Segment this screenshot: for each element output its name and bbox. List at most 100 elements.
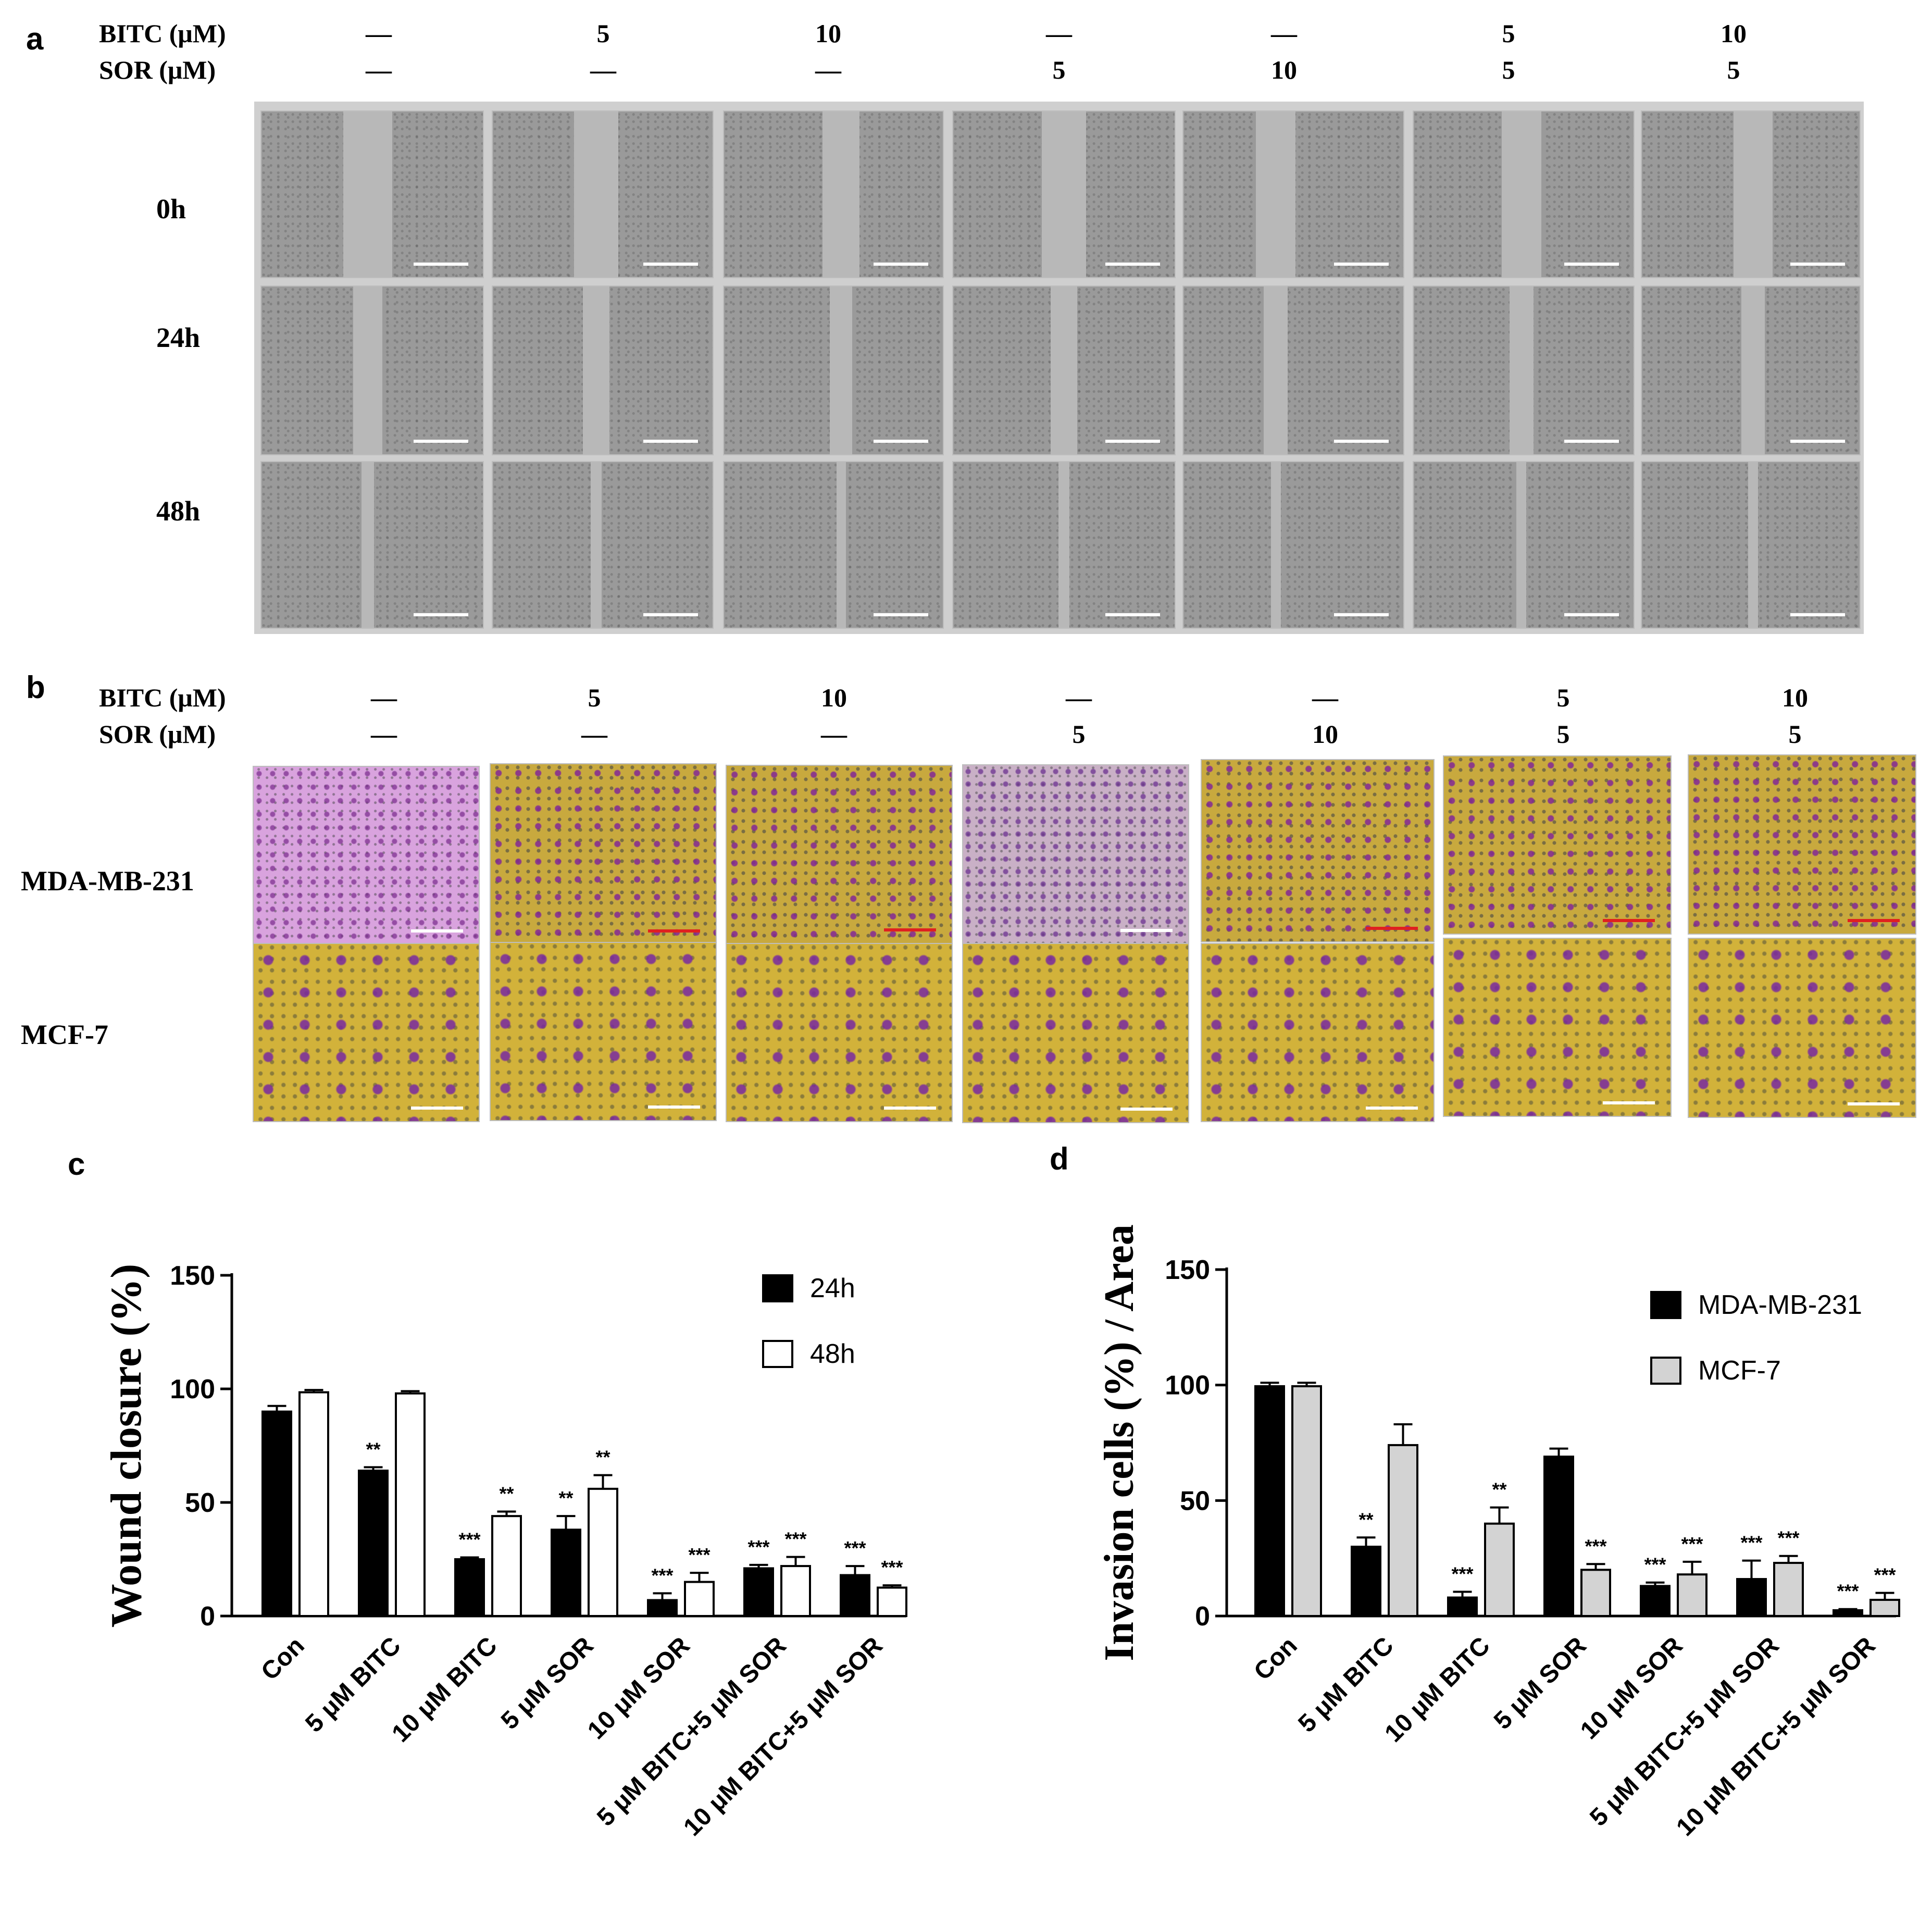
- bar-48h: [298, 1391, 329, 1617]
- significance-label: ***: [881, 1557, 903, 1578]
- scale-bar: [884, 928, 936, 931]
- scale-bar: [1790, 440, 1845, 443]
- scale-bar: [884, 1107, 936, 1110]
- wound-healing-image: [1641, 285, 1861, 455]
- wound-healing-image: [1641, 461, 1861, 629]
- panel-b-bitc-value: —: [1312, 683, 1338, 712]
- bar-24h: [551, 1528, 581, 1617]
- significance-label: **: [1358, 1509, 1373, 1530]
- wound-gap: [1741, 287, 1765, 454]
- wound-healing-image: [1641, 110, 1861, 278]
- significance-label: ***: [747, 1536, 769, 1558]
- bar-mcf-7: [1677, 1573, 1707, 1618]
- panel-b-sor-value: —: [821, 719, 847, 749]
- scale-bar: [1105, 613, 1160, 616]
- y-tick-label: 50: [185, 1488, 215, 1518]
- wound-gap: [1264, 287, 1288, 454]
- legend-swatch: [762, 1274, 793, 1302]
- x-category-label: 10 μM BITC+5 μM SOR: [1671, 1632, 1880, 1841]
- bar-mcf-7: [1388, 1444, 1418, 1617]
- bar-mcf-7: [1484, 1522, 1515, 1618]
- bar-mda-mb-231: [1833, 1609, 1863, 1618]
- legend-label: 48h: [810, 1339, 855, 1369]
- panel-b-bitc-value: 5: [588, 683, 601, 712]
- panel-a-sor-value: 5: [1727, 55, 1740, 84]
- scale-bar: [414, 263, 468, 266]
- wound-healing-image: [260, 285, 484, 455]
- wound-gap: [1748, 462, 1758, 628]
- significance-label: **: [1492, 1479, 1506, 1500]
- scale-bar: [1105, 263, 1160, 266]
- scale-bar: [643, 263, 698, 266]
- panel-b-bitc-value: 10: [821, 683, 847, 712]
- panel-b-bitc-value: —: [371, 683, 397, 712]
- wound-gap: [836, 462, 846, 628]
- transwell-image-mda-mb-231: [962, 764, 1189, 944]
- wound-gap: [830, 287, 853, 454]
- x-category-label: Con: [256, 1632, 309, 1685]
- scale-bar: [1366, 1107, 1418, 1110]
- significance-label: ***: [1451, 1563, 1473, 1584]
- panel-letter-d: d: [1050, 1141, 1069, 1176]
- legend-swatch: [762, 1340, 793, 1368]
- x-category-label: Con: [1249, 1632, 1302, 1685]
- wound-healing-image: [492, 285, 714, 455]
- panel-a-bitc-value: —: [1046, 19, 1072, 48]
- panel-a-sor-value: —: [815, 55, 841, 84]
- wound-healing-image: [492, 461, 714, 629]
- y-tick-label: 0: [200, 1601, 215, 1632]
- scale-bar: [643, 440, 698, 443]
- significance-label: ***: [844, 1537, 866, 1559]
- panel-b-sor-value: 5: [1556, 719, 1570, 749]
- wound-gap: [583, 287, 609, 454]
- panel-a-bitc-value: —: [366, 19, 392, 48]
- panel-b-bitc-value: 10: [1782, 683, 1808, 712]
- scale-bar: [1366, 927, 1418, 930]
- scale-bar: [411, 1107, 463, 1110]
- scale-bar: [1848, 919, 1900, 922]
- wound-healing-image: [1182, 461, 1404, 629]
- legend-label: MDA-MB-231: [1698, 1290, 1862, 1320]
- scale-bar: [1790, 613, 1845, 616]
- scale-bar: [1334, 440, 1389, 443]
- scale-bar: [1564, 263, 1619, 266]
- wound-gap: [1733, 111, 1773, 277]
- wound-healing-image: [260, 461, 484, 629]
- wound-gap: [1051, 287, 1077, 454]
- significance-label: ***: [651, 1564, 673, 1586]
- transwell-image-mcf-7: [1201, 943, 1435, 1122]
- significance-label: ***: [1837, 1581, 1859, 1602]
- transwell-image-mda-mb-231: [726, 765, 953, 944]
- panel-letter-a: a: [26, 21, 44, 56]
- x-category-label: 5 μM SOR: [1489, 1632, 1592, 1735]
- significance-label: **: [558, 1487, 573, 1509]
- panel-letter-b: b: [26, 670, 45, 705]
- bar-mcf-7: [1580, 1569, 1611, 1617]
- bar-24h: [840, 1574, 870, 1618]
- bar-mda-mb-231: [1640, 1585, 1671, 1617]
- transwell-image-mcf-7: [1688, 938, 1916, 1118]
- significance-label: **: [366, 1438, 380, 1460]
- scale-bar: [1564, 613, 1619, 616]
- transwell-image-mda-mb-231: [1443, 755, 1672, 935]
- bar-24h: [647, 1599, 678, 1617]
- panel-a-sor-value: 5: [1502, 55, 1515, 84]
- wound-gap: [1501, 111, 1541, 277]
- scale-bar: [411, 929, 463, 933]
- panel-letter-c: c: [68, 1147, 85, 1182]
- y-tick-label: 150: [170, 1261, 215, 1291]
- panel-a-bitc-value: —: [1271, 19, 1297, 48]
- scale-bar: [874, 613, 928, 616]
- bar-24h: [743, 1567, 774, 1617]
- wound-gap: [1058, 462, 1070, 628]
- panel-a-bitc-value: 5: [1502, 19, 1515, 48]
- panel-b-sor-value: —: [581, 719, 607, 749]
- row-label-0h: 0h: [156, 193, 186, 225]
- significance-label: ***: [688, 1544, 710, 1565]
- row-label-mcf-7: MCF-7: [21, 1019, 108, 1050]
- bar-48h: [877, 1586, 907, 1617]
- transwell-image-mcf-7: [962, 943, 1189, 1123]
- y-axis-label: Invasion cells (%) / Area: [1096, 1224, 1142, 1661]
- scale-bar: [874, 440, 928, 443]
- wound-gap: [1256, 111, 1296, 277]
